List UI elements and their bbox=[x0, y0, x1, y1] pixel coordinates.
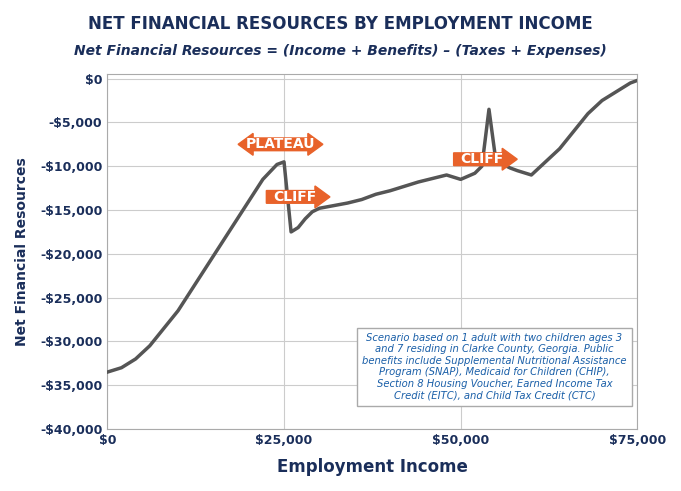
Text: CLIFF: CLIFF bbox=[460, 152, 503, 166]
Text: Scenario based on 1 adult with two children ages 3
and 7 residing in Clarke Coun: Scenario based on 1 adult with two child… bbox=[362, 332, 627, 401]
Text: Net Financial Resources = (Income + Benefits) – (Taxes + Expenses): Net Financial Resources = (Income + Bene… bbox=[74, 44, 607, 58]
Text: CLIFF: CLIFF bbox=[273, 190, 316, 204]
Polygon shape bbox=[454, 148, 518, 170]
Polygon shape bbox=[238, 134, 323, 155]
Text: PLATEAU: PLATEAU bbox=[246, 137, 315, 151]
Polygon shape bbox=[266, 186, 330, 208]
Text: NET FINANCIAL RESOURCES BY EMPLOYMENT INCOME: NET FINANCIAL RESOURCES BY EMPLOYMENT IN… bbox=[88, 15, 593, 33]
X-axis label: Employment Income: Employment Income bbox=[277, 458, 468, 476]
Y-axis label: Net Financial Resources: Net Financial Resources bbox=[15, 157, 29, 346]
